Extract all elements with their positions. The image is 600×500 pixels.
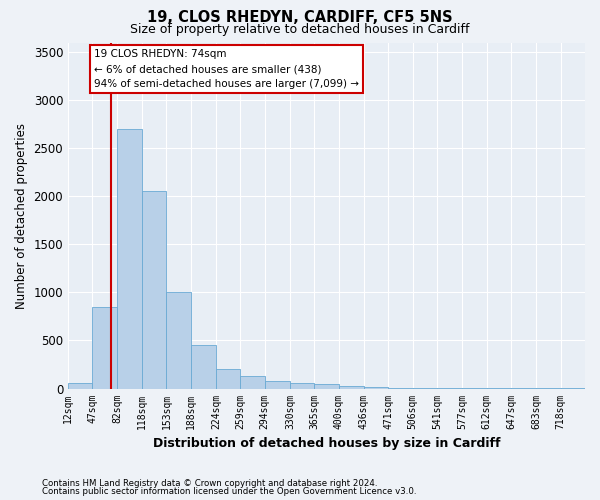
Bar <box>92 307 117 388</box>
Bar <box>142 192 166 388</box>
Text: Size of property relative to detached houses in Cardiff: Size of property relative to detached ho… <box>130 22 470 36</box>
Bar <box>265 382 290 388</box>
Text: Contains public sector information licensed under the Open Government Licence v3: Contains public sector information licen… <box>42 487 416 496</box>
Y-axis label: Number of detached properties: Number of detached properties <box>15 122 28 308</box>
Text: 19, CLOS RHEDYN, CARDIFF, CF5 5NS: 19, CLOS RHEDYN, CARDIFF, CF5 5NS <box>147 10 453 25</box>
Bar <box>241 376 265 388</box>
Bar <box>314 384 339 388</box>
X-axis label: Distribution of detached houses by size in Cardiff: Distribution of detached houses by size … <box>153 437 500 450</box>
Text: Contains HM Land Registry data © Crown copyright and database right 2024.: Contains HM Land Registry data © Crown c… <box>42 478 377 488</box>
Bar <box>364 386 388 388</box>
Bar <box>117 129 142 388</box>
Bar <box>290 383 314 388</box>
Text: 19 CLOS RHEDYN: 74sqm
← 6% of detached houses are smaller (438)
94% of semi-deta: 19 CLOS RHEDYN: 74sqm ← 6% of detached h… <box>94 49 359 89</box>
Bar <box>68 383 92 388</box>
Bar <box>166 292 191 388</box>
Bar <box>339 386 364 388</box>
Bar <box>216 370 241 388</box>
Bar <box>191 346 216 389</box>
